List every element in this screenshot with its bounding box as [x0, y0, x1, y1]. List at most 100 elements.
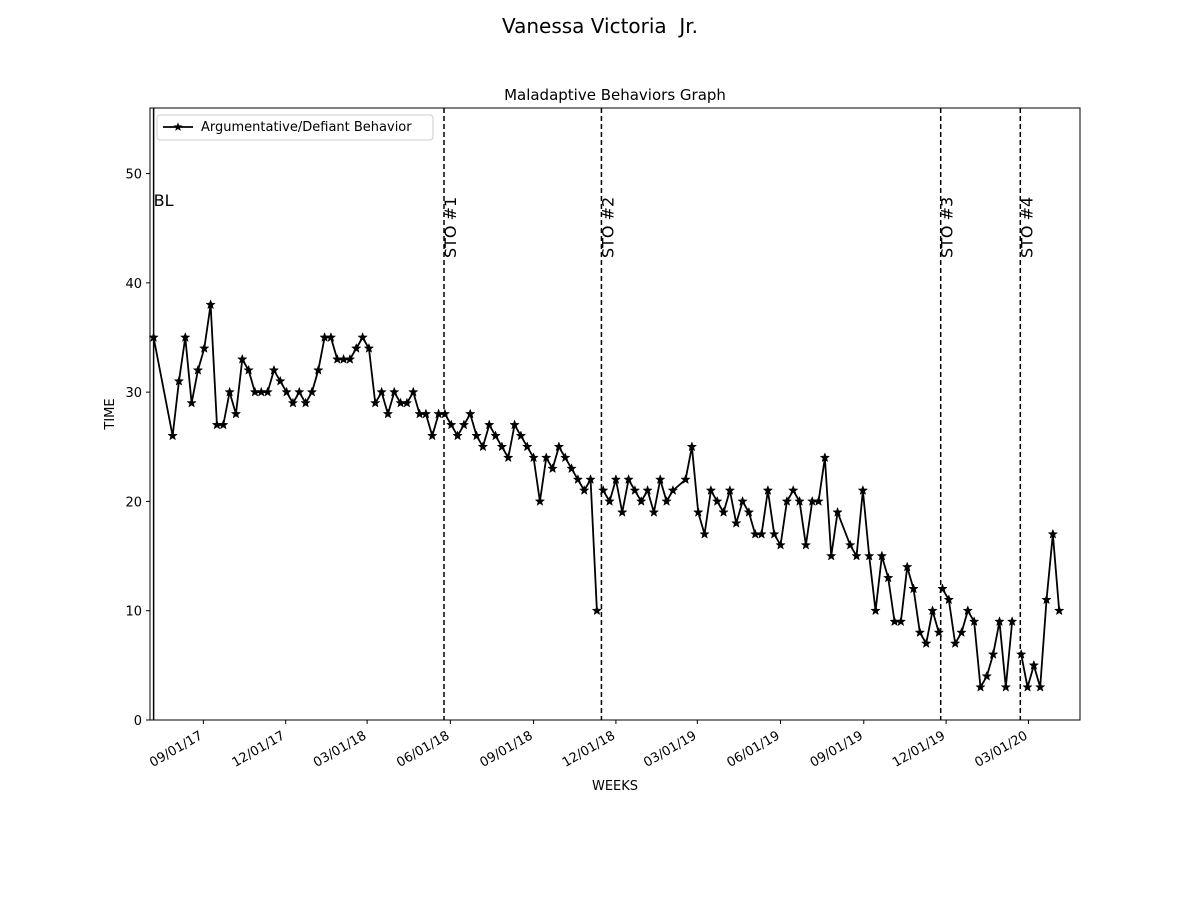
data-point: [775, 539, 786, 550]
data-point: [281, 386, 292, 397]
data-point: [832, 506, 843, 517]
data-point: [743, 506, 755, 517]
phase-label: BL: [154, 191, 174, 210]
data-point: [699, 528, 710, 539]
data-point: [300, 397, 311, 408]
data-point: [692, 506, 704, 517]
data-point: [230, 408, 242, 419]
chart-title: Maladaptive Behaviors Graph: [504, 86, 726, 104]
data-point: [186, 397, 197, 408]
x-tick-label: 12/01/17: [230, 728, 288, 770]
data-point: [243, 364, 254, 375]
data-point: [914, 627, 926, 638]
data-point: [167, 430, 178, 441]
data-point: [635, 495, 647, 506]
data-point: [1015, 648, 1027, 659]
data-point: [534, 495, 546, 506]
legend-marker: [173, 122, 183, 131]
phase-label: STO #3: [938, 197, 957, 258]
data-point: [825, 550, 837, 561]
data-point: [737, 495, 748, 506]
x-tick-label: 09/01/19: [808, 728, 866, 770]
data-point: [927, 605, 938, 616]
data-point: [376, 386, 387, 397]
data-point: [382, 408, 394, 419]
data-point: [975, 681, 986, 692]
data-point: [680, 474, 691, 485]
data-point: [981, 670, 993, 681]
data-point: [762, 484, 774, 495]
data-point: [870, 605, 881, 616]
data-point: [661, 495, 672, 506]
data-point: [718, 506, 729, 517]
data-point: [484, 419, 495, 430]
data-point: [446, 419, 457, 430]
data-point: [465, 408, 476, 419]
data-point: [521, 441, 533, 452]
data-point: [943, 594, 955, 605]
data-point: [306, 386, 318, 397]
data-point: [294, 386, 305, 397]
data-point: [705, 484, 717, 495]
data-point: [528, 452, 539, 463]
data-point: [559, 452, 571, 463]
data-point: [458, 419, 470, 430]
y-axis-label: TIME: [103, 398, 118, 430]
data-point: [420, 408, 432, 419]
x-tick-label: 06/01/19: [724, 728, 782, 770]
data-point: [1047, 528, 1059, 539]
legend: Argumentative/Defiant Behavior: [156, 114, 434, 141]
data-point: [968, 616, 980, 627]
data-point: [148, 331, 159, 342]
x-axis-label: WEEKS: [592, 779, 638, 794]
data-point: [389, 386, 400, 397]
data-point: [794, 495, 805, 506]
data-point: [351, 342, 362, 353]
data-point: [851, 550, 862, 561]
x-tick-label: 12/01/19: [890, 728, 948, 770]
data-point: [857, 484, 869, 495]
data-point: [616, 506, 628, 517]
data-point: [933, 627, 945, 638]
data-point: [553, 441, 565, 452]
data-point: [237, 353, 248, 364]
data-point: [604, 495, 615, 506]
plot-area: 0 10 20 30 40 50 09/01/17 12/01/17 03/01/18 06/01…: [125, 107, 1081, 771]
data-point: [547, 463, 558, 474]
data-point: [578, 484, 590, 495]
data-point: [876, 550, 888, 561]
x-tick-label: 06/01/18: [394, 728, 452, 770]
data-point: [937, 583, 948, 594]
data-point: [1041, 594, 1052, 605]
legend-box: [156, 114, 434, 141]
data-point: [819, 452, 831, 463]
series-line: [602, 445, 940, 645]
data-point: [452, 430, 463, 441]
data-point: [597, 484, 609, 495]
data-point: [502, 452, 514, 463]
data-point: [724, 484, 736, 495]
data-point: [218, 419, 229, 430]
phase-label: STO #2: [598, 197, 617, 258]
y-tick-label: 10: [125, 605, 142, 620]
data-point: [313, 364, 324, 375]
data-point: [956, 627, 967, 638]
data-point: [844, 539, 856, 550]
data-point: [962, 605, 974, 616]
data-point: [408, 386, 419, 397]
data-point: [540, 452, 552, 463]
series-line: [152, 303, 598, 611]
data-point: [572, 474, 584, 485]
y-tick-label: 20: [125, 495, 142, 510]
data-point: [496, 441, 508, 452]
data-point: [667, 484, 679, 495]
x-tick-label: 03/01/19: [641, 728, 699, 770]
phase-label: STO #4: [1017, 197, 1036, 258]
data-point: [363, 342, 375, 353]
data-point: [949, 637, 961, 648]
data-point: [515, 430, 527, 441]
data-point: [908, 583, 919, 594]
data-point: [268, 364, 280, 375]
data-point: [566, 463, 577, 474]
data-point: [427, 430, 438, 441]
